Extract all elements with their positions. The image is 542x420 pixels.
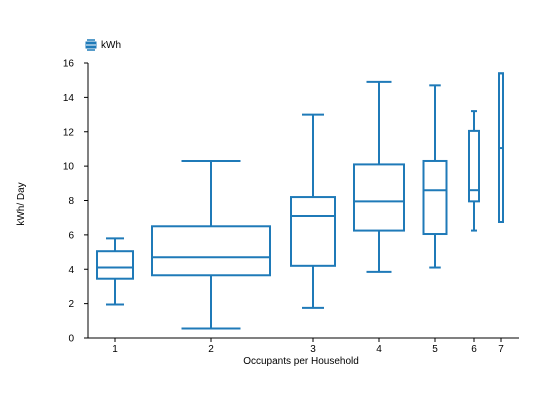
y-axis-title: kWh/ Day [16,182,27,225]
iqr-box [151,225,271,277]
box-1 [96,237,134,306]
iqr-box [290,196,336,267]
box-plot-legend-icon [85,39,97,51]
box-4 [353,80,405,273]
y-tick-label: 8 [68,196,74,207]
y-tick-label: 10 [63,162,75,173]
y-tick-label: 14 [63,93,75,104]
legend: kWh [85,39,121,51]
y-tick-label: 6 [68,230,74,241]
x-tick-label: 3 [310,344,316,355]
x-tick-label: 7 [498,344,504,355]
x-tick-label: 1 [112,344,118,355]
y-tick-label: 2 [68,299,74,310]
x-tick-label: 5 [432,344,438,355]
box-6 [468,110,480,232]
y-tick-label: 12 [63,127,75,138]
iqr-box [353,163,405,232]
y-tick-label: 4 [68,265,74,276]
iqr-box [422,159,448,236]
iqr-box [468,129,480,203]
box-5 [422,84,448,269]
x-tick-label: 2 [208,344,214,355]
box-7 [498,72,504,223]
y-tick-label: 0 [68,334,74,345]
x-tick-label: 6 [471,344,477,355]
x-tick-label: 4 [376,344,382,355]
x-axis-title: Occupants per Household [243,356,359,367]
legend-label-kwh: kWh [101,40,121,51]
box-3 [290,113,336,309]
y-tick-label: 16 [63,59,75,70]
box-2 [151,159,271,330]
box-series-kwh [96,72,504,330]
iqr-box [96,250,134,280]
